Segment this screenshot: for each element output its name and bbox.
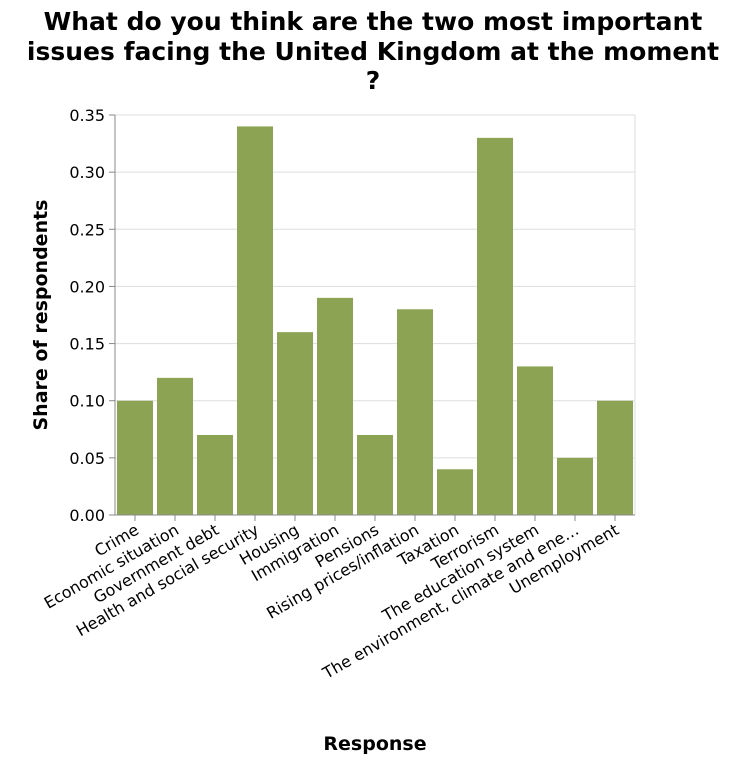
y-tick-label: 0.20 (69, 277, 105, 296)
bar (357, 435, 393, 515)
chart-title-line-2: issues facing the United Kingdom at the … (27, 37, 719, 66)
bar (277, 332, 313, 515)
bar (197, 435, 233, 515)
y-tick-label: 0.15 (69, 335, 105, 354)
y-tick-label: 0.10 (69, 392, 105, 411)
bar (517, 366, 553, 515)
bar (597, 400, 633, 515)
bar (117, 400, 153, 515)
bar (157, 377, 193, 515)
bar (477, 137, 513, 515)
bar (317, 297, 353, 515)
bar (437, 469, 473, 515)
bars (117, 126, 633, 515)
y-tick-labels: 0.00 0.05 0.10 0.15 0.20 0.25 0.30 0.35 (69, 106, 105, 525)
bar (237, 126, 273, 515)
y-axis-title: Share of respondents (30, 200, 52, 431)
bar (397, 309, 433, 515)
y-tick-label: 0.30 (69, 163, 105, 182)
y-tick-label: 0.05 (69, 449, 105, 468)
x-axis-title: Response (323, 733, 426, 755)
y-tick-label: 0.35 (69, 106, 105, 125)
y-tick-label: 0.00 (69, 506, 105, 525)
chart-title-line-1: What do you think are the two most impor… (44, 7, 703, 36)
axes (109, 114, 635, 521)
bar (557, 457, 593, 515)
y-tick-label: 0.25 (69, 220, 105, 239)
chart-title-line-3: ? (366, 66, 381, 95)
